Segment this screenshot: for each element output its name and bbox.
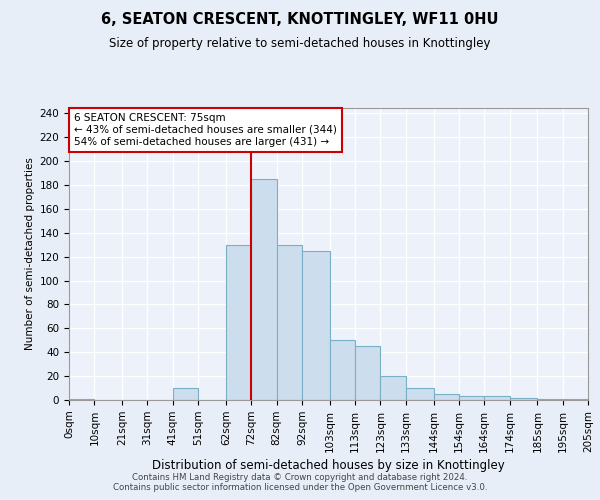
Bar bbox=[226, 245, 251, 400]
Bar bbox=[484, 396, 509, 400]
Bar bbox=[355, 346, 380, 400]
Text: Size of property relative to semi-detached houses in Knottingley: Size of property relative to semi-detach… bbox=[109, 38, 491, 51]
Bar bbox=[173, 388, 198, 400]
Text: 6, SEATON CRESCENT, KNOTTINGLEY, WF11 0HU: 6, SEATON CRESCENT, KNOTTINGLEY, WF11 0H… bbox=[101, 12, 499, 28]
Bar bbox=[563, 399, 588, 400]
Bar bbox=[509, 398, 538, 400]
Bar bbox=[380, 376, 406, 400]
Bar bbox=[406, 388, 434, 400]
Text: 6 SEATON CRESCENT: 75sqm
← 43% of semi-detached houses are smaller (344)
54% of : 6 SEATON CRESCENT: 75sqm ← 43% of semi-d… bbox=[74, 114, 337, 146]
X-axis label: Distribution of semi-detached houses by size in Knottingley: Distribution of semi-detached houses by … bbox=[152, 459, 505, 472]
Bar bbox=[538, 399, 563, 400]
Y-axis label: Number of semi-detached properties: Number of semi-detached properties bbox=[25, 158, 35, 350]
Bar bbox=[302, 251, 330, 400]
Bar bbox=[434, 394, 459, 400]
Bar bbox=[459, 396, 484, 400]
Text: Contains HM Land Registry data © Crown copyright and database right 2024.
Contai: Contains HM Land Registry data © Crown c… bbox=[113, 473, 487, 492]
Bar bbox=[330, 340, 355, 400]
Bar bbox=[251, 179, 277, 400]
Bar bbox=[69, 399, 94, 400]
Bar bbox=[277, 245, 302, 400]
